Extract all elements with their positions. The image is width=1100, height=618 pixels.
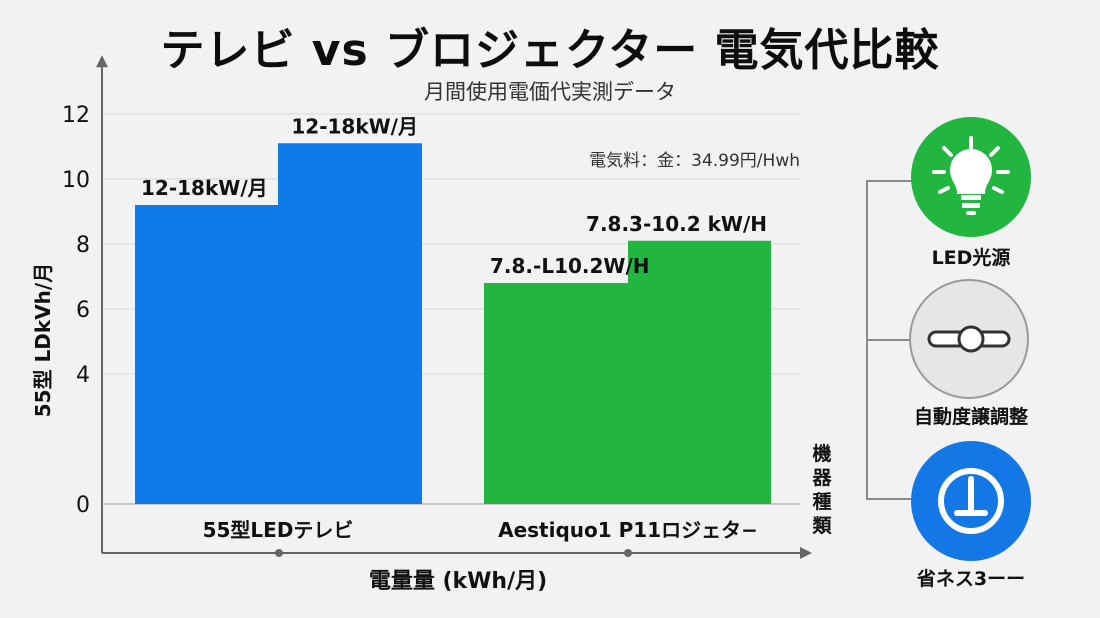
bar-label-high: 7.8.3-10.2 kW/H <box>586 212 767 236</box>
bar-projector-low <box>484 283 628 504</box>
bar-tv-high <box>278 143 422 504</box>
rate-note: 電気料：金：34.99円/Hwh <box>589 151 800 171</box>
y-tick-label: 10 <box>62 168 90 193</box>
power-icon <box>911 441 1031 561</box>
page-title: テレビ vs ブロジェクター 電気代比較 <box>160 25 940 76</box>
x-tick-label: 55型LEDテレビ <box>203 518 354 542</box>
y-axis-label: 55型 LDkVh/月 <box>31 263 55 417</box>
y-tick-label: 0 <box>76 493 90 518</box>
bar-tv-low <box>135 205 278 504</box>
bar-label-high: 12-18kW/月 <box>291 114 418 138</box>
x-axis-label: 電量量 (kWh/月) <box>369 569 547 594</box>
y-tick-label: 8 <box>76 233 90 258</box>
page-subtitle: 月間使用電偭代実測データ <box>424 80 676 104</box>
right-axis-label-char: 類 <box>811 515 832 537</box>
connector-top <box>866 180 912 182</box>
right-axis-label-char: 器 <box>811 467 832 489</box>
slider-icon <box>909 279 1029 399</box>
right-axis-label-char: 種 <box>812 491 831 513</box>
bar-label-low: 12-18kW/月 <box>141 176 268 200</box>
x-axis-arrow <box>800 547 812 559</box>
right-axis-label-char: 機 <box>812 442 831 465</box>
feature-label-power: 省ネス3ーー <box>916 568 1026 590</box>
x-tick-label: Aestiquo1 P11ロジェタ− <box>498 518 758 542</box>
y-tick-label: 6 <box>76 298 90 323</box>
lightbulb-icon <box>911 117 1031 237</box>
connector-bottom <box>866 498 912 500</box>
feature-label-led: LED光源 <box>931 247 1011 269</box>
x-axis-dot <box>275 549 283 557</box>
y-axis-arrow <box>96 55 108 68</box>
right-axis-label: 機器種類 <box>811 442 832 537</box>
y-tick-label: 4 <box>76 363 90 388</box>
bar-projector-high <box>628 240 771 504</box>
feature-label-brightness: 自動度譲調整 <box>913 406 1028 428</box>
y-tick-label: 12 <box>62 103 90 128</box>
connector-middle <box>866 339 912 341</box>
bar-label-low: 7.8.-L10.2W/H <box>490 254 650 278</box>
x-axis-dot <box>624 549 632 557</box>
